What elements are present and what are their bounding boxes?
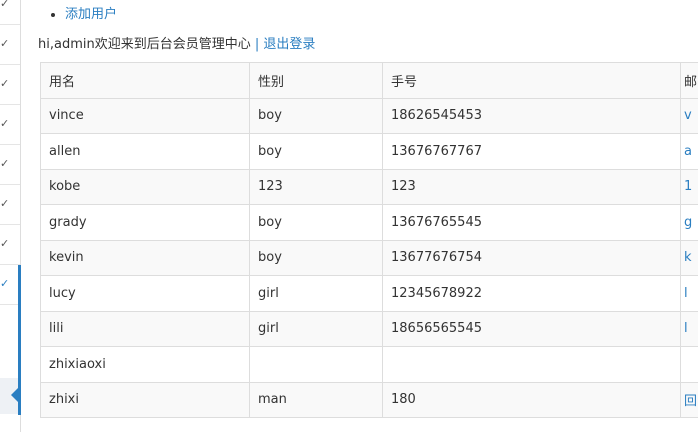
cell-gender — [249, 346, 383, 383]
cell-phone: 13676765545 — [382, 204, 681, 241]
cell-username: zhixi — [40, 381, 250, 418]
table-row: zhixiaoxi — [40, 346, 698, 383]
nav-item: 添加用户 — [65, 3, 117, 22]
cell-email: l — [680, 275, 698, 312]
header-phone: 手号 — [382, 62, 681, 99]
cell-phone: 180 — [382, 381, 681, 418]
cell-phone: 13677676754 — [382, 239, 681, 276]
check-icon: ✓ — [0, 197, 10, 210]
cell-gender: man — [249, 381, 383, 418]
cell-gender: 123 — [249, 168, 383, 205]
cell-phone: 12345678922 — [382, 275, 681, 312]
check-icon: ✓ — [0, 117, 10, 130]
sidebar-item[interactable]: ✓ — [0, 184, 20, 225]
check-icon: ✓ — [0, 157, 10, 170]
cell-phone: 18656565545 — [382, 310, 681, 347]
sidebar-item[interactable]: ✓ — [0, 64, 20, 105]
sidebar-item[interactable]: ✓ — [0, 24, 20, 65]
user-table: 用名 性别 手号 邮 vince boy 18626545453 v allen boy 1… — [40, 62, 698, 418]
header-email: 邮 — [680, 62, 698, 99]
cell-gender: girl — [249, 275, 383, 312]
active-indicator — [18, 265, 21, 415]
nav-list: 添加用户 — [40, 3, 117, 22]
table-row: kobe 123 123 1 — [40, 168, 698, 205]
header-gender: 性别 — [249, 62, 383, 99]
cell-gender: boy — [249, 239, 383, 276]
cell-email: 回 — [680, 381, 698, 418]
table-row: allen boy 13676767767 a — [40, 133, 698, 170]
table-header-row: 用名 性别 手号 邮 — [40, 62, 698, 99]
add-user-link[interactable]: 添加用户 — [65, 7, 118, 22]
cell-phone: 13676767767 — [382, 133, 681, 170]
cell-gender: boy — [249, 97, 383, 134]
check-icon: ✓ — [0, 37, 10, 50]
cell-email: l — [680, 310, 698, 347]
check-icon: ✓ — [0, 237, 10, 250]
table-row: lili girl 18656565545 l — [40, 310, 698, 347]
header-username: 用名 — [40, 62, 250, 99]
cell-gender: boy — [249, 133, 383, 170]
cell-email — [680, 346, 698, 383]
active-arrow-icon — [11, 386, 20, 404]
cell-gender: boy — [249, 204, 383, 241]
check-icon: ✓ — [0, 277, 10, 290]
table-row: kevin boy 13677676754 k — [40, 239, 698, 276]
cell-username: zhixiaoxi — [40, 346, 250, 383]
check-icon: ✓ — [0, 77, 10, 90]
cell-phone: 18626545453 — [382, 97, 681, 134]
cell-email: g — [680, 204, 698, 241]
cell-email: v — [680, 97, 698, 134]
welcome-bar: hi,admin欢迎来到后台会员管理中心 | 退出登录 — [38, 33, 315, 52]
cell-username: kevin — [40, 239, 250, 276]
check-icon: ✓ — [0, 0, 10, 10]
logout-link[interactable]: 退出登录 — [263, 37, 316, 52]
sidebar-item-active[interactable]: ✓ — [0, 264, 20, 305]
cell-phone — [382, 346, 681, 383]
cell-gender: girl — [249, 310, 383, 347]
separator: | — [254, 37, 260, 52]
cell-username: lili — [40, 310, 250, 347]
sidebar: ✓ ✓ ✓ ✓ ✓ ✓ ✓ ✓ — [0, 0, 21, 432]
table-row: lucy girl 12345678922 l — [40, 275, 698, 312]
cell-username: allen — [40, 133, 250, 170]
table-row: zhixi man 180 回 — [40, 381, 698, 418]
cell-email: 1 — [680, 168, 698, 205]
cell-email: k — [680, 239, 698, 276]
cell-username: grady — [40, 204, 250, 241]
cell-username: lucy — [40, 275, 250, 312]
sidebar-item[interactable]: ✓ — [0, 224, 20, 265]
cell-phone: 123 — [382, 168, 681, 205]
sidebar-item[interactable]: ✓ — [0, 104, 20, 145]
cell-email: a — [680, 133, 698, 170]
sidebar-item[interactable]: ✓ — [0, 144, 20, 185]
cell-username: kobe — [40, 168, 250, 205]
table-row: grady boy 13676765545 g — [40, 204, 698, 241]
table-row: vince boy 18626545453 v — [40, 97, 698, 134]
cell-username: vince — [40, 97, 250, 134]
sidebar-item[interactable]: ✓ — [0, 0, 20, 25]
welcome-text: hi,admin欢迎来到后台会员管理中心 — [38, 37, 251, 52]
